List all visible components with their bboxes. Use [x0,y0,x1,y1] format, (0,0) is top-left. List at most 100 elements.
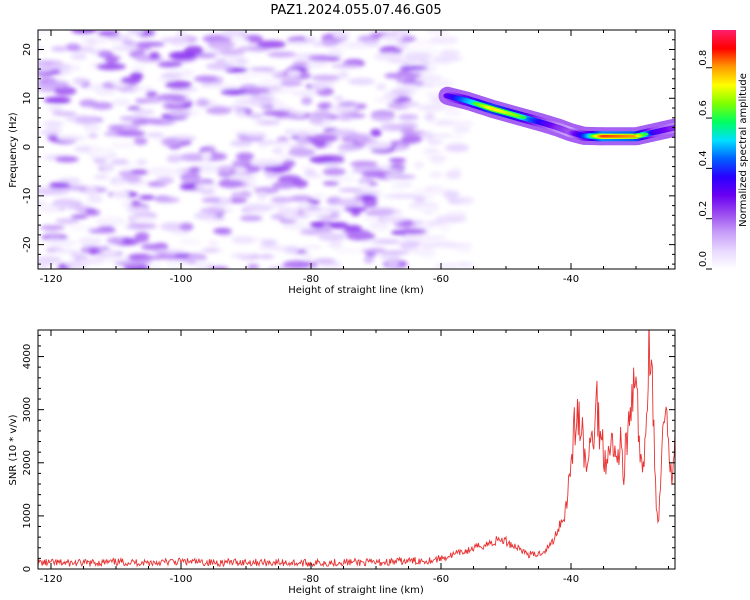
noise-blob [259,254,275,259]
noise-blob [311,221,325,229]
noise-blob [435,119,457,126]
noise-blob [230,252,253,258]
noise-blob [55,156,79,163]
noise-blob [136,158,148,166]
noise-blob [122,40,136,45]
noise-blob [141,243,164,251]
noise-blob [338,187,364,193]
noise-blob [414,205,439,212]
noise-blob [343,206,368,212]
noise-blob [165,80,192,89]
noise-blob [344,133,371,140]
noise-blob [194,183,220,190]
noise-blob [219,48,246,56]
noise-blob [44,96,71,104]
noise-blob [70,53,87,60]
y-tick-label: -10 [22,188,33,204]
noise-blob [179,222,194,232]
noise-blob [386,260,400,267]
noise-blob [304,35,317,42]
y-tick-label: 0 [22,144,33,150]
noise-blob [257,79,282,88]
noise-blob [234,167,248,174]
noise-blob [256,191,268,200]
noise-blob [208,239,219,247]
noise-blob [419,243,442,248]
noise-blob [448,198,464,205]
noise-blob [252,158,283,167]
x-tick-label: -60 [433,274,449,285]
noise-blob [358,182,370,190]
noise-blobs [38,30,475,269]
noise-blob [129,86,155,92]
noise-blob [247,264,260,269]
noise-blob [43,120,64,128]
noise-blob [78,236,97,246]
noise-blob [45,105,65,112]
noise-blob [297,131,308,140]
noise-blob [424,148,439,153]
noise-blob [282,260,312,269]
noise-blob [144,255,167,260]
noise-blob [102,225,115,231]
noise-blob [70,252,83,258]
noise-blob [417,104,446,112]
noise-blob [127,106,141,111]
colorbar-label: Normalized spectral amplitude [738,73,749,227]
noise-blob [97,30,120,37]
noise-blob [130,65,147,72]
noise-blob [128,169,150,176]
noise-blob [336,198,363,207]
noise-blob [68,225,96,231]
noise-blob [235,152,255,161]
noise-blob [340,40,370,50]
noise-blob [49,239,77,247]
noise-blob [230,38,250,43]
noise-blob [141,97,164,104]
noise-blob [38,206,61,213]
noise-blob [65,43,81,52]
noise-blob [195,98,210,107]
noise-blob [234,99,262,105]
noise-blob [156,93,187,102]
noise-blob [194,259,209,267]
noise-blob [344,225,363,232]
noise-blob [412,220,425,225]
noise-blob [375,83,387,91]
noise-blob [165,260,189,269]
noise-blob [347,77,376,86]
noise-blob [262,110,291,116]
noise-blob [50,63,72,70]
noise-blob [199,166,219,174]
noise-blob [110,142,136,148]
noise-blob [373,227,388,232]
noise-blob [145,90,158,98]
noise-blob [88,247,100,255]
noise-blob [194,52,217,59]
noise-blob [311,74,340,82]
noise-blob [263,165,292,173]
noise-blob [168,109,192,118]
noise-blob [322,167,346,176]
noise-blob [49,235,62,241]
noise-blob [85,186,98,196]
noise-blob [249,67,276,72]
noise-blob [78,258,106,265]
noise-blob [220,88,250,96]
noise-blob [384,73,402,79]
noise-blob [256,40,287,49]
noise-blob [413,188,427,195]
y-tick-label: -20 [22,236,33,252]
noise-blob [333,248,362,254]
noise-blob [118,170,133,177]
noise-blob [71,30,97,34]
noise-blob [209,84,240,89]
noise-blob [257,245,286,250]
noise-blob [248,112,264,119]
spectral-ridge [438,86,675,146]
noise-blob [205,107,232,115]
noise-blob [96,63,126,71]
noise-blob [267,88,298,94]
noise-blob [130,237,149,243]
noise-blob [83,124,101,132]
